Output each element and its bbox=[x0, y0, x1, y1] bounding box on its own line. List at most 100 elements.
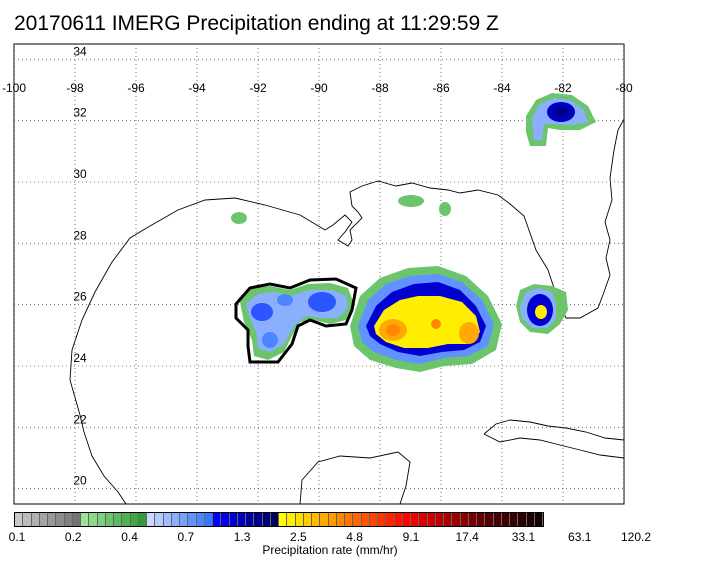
coastline-south bbox=[79, 414, 127, 504]
precip-cell-northeast bbox=[526, 93, 596, 146]
colorbar-swatch bbox=[39, 513, 48, 526]
colorbar-swatch bbox=[171, 513, 180, 526]
colorbar-swatch bbox=[72, 513, 81, 526]
colorbar-swatch bbox=[56, 513, 65, 526]
colorbar-swatch bbox=[122, 513, 131, 526]
colorbar-swatch bbox=[435, 513, 444, 526]
colorbar-tick-label: 0.7 bbox=[177, 530, 195, 544]
colorbar-swatch bbox=[336, 513, 345, 526]
colorbar-swatch bbox=[468, 513, 477, 526]
colorbar-swatch bbox=[369, 513, 378, 526]
colorbar-swatch bbox=[510, 513, 519, 526]
colorbar-tick-label: 4.8 bbox=[346, 530, 363, 544]
highlight-contour bbox=[234, 277, 358, 364]
cuba bbox=[483, 419, 624, 459]
colorbar-swatch bbox=[279, 513, 288, 526]
colorbar-tick-label: 120.2 bbox=[620, 530, 652, 544]
colorbar-title: Precipitation rate (mm/hr) bbox=[262, 543, 398, 557]
colorbar-swatch bbox=[254, 513, 263, 526]
colorbar-swatch bbox=[31, 513, 40, 526]
colorbar-tick-label: 0.2 bbox=[64, 530, 82, 544]
precipitation-map: -100 -98 -96 -94 -92 -90 -88 -86 -84 -82 -80 34323… bbox=[2, 43, 633, 505]
colorbar-swatch bbox=[15, 513, 24, 526]
yucatan bbox=[299, 451, 411, 504]
precip-cell-central bbox=[350, 266, 502, 372]
colorbar-swatch bbox=[518, 513, 527, 526]
colorbar-swatch bbox=[130, 513, 139, 526]
colorbar-swatch bbox=[477, 513, 486, 526]
precip-cell-east bbox=[516, 284, 568, 334]
lat-label: 32 bbox=[73, 106, 87, 120]
precip-cell-west bbox=[234, 277, 358, 364]
lat-label: 20 bbox=[73, 474, 87, 488]
lon-label: -90 bbox=[310, 81, 328, 95]
colorbar-tick-label: 1.3 bbox=[233, 530, 251, 544]
colorbar-swatch bbox=[23, 513, 32, 526]
coastline bbox=[69, 118, 624, 416]
colorbar-swatch bbox=[196, 513, 205, 526]
lat-label: 26 bbox=[73, 290, 87, 304]
colorbar-swatch bbox=[320, 513, 329, 526]
lon-label: -80 bbox=[615, 81, 633, 95]
colorbar-tick-label: 0.4 bbox=[121, 530, 138, 544]
colorbar-swatch bbox=[97, 513, 106, 526]
colorbar-tick-label: 33.1 bbox=[511, 530, 536, 544]
lat-label: 34 bbox=[73, 44, 87, 58]
colorbar-swatch bbox=[114, 513, 123, 526]
colorbar-swatch bbox=[188, 513, 197, 526]
lon-label: -84 bbox=[493, 81, 511, 95]
precip-cell-small-green bbox=[231, 195, 451, 224]
colorbar-swatch bbox=[295, 513, 304, 526]
colorbar-swatch bbox=[81, 513, 90, 526]
lat-label: 28 bbox=[73, 228, 87, 242]
lon-label: -82 bbox=[554, 81, 572, 95]
colorbar-swatch bbox=[303, 513, 312, 526]
colorbar-swatch bbox=[64, 513, 73, 526]
colorbar-swatch bbox=[534, 513, 543, 526]
latitude-labels: 34 32 30 28 26 24 22 20 bbox=[73, 44, 87, 487]
colorbar-swatch bbox=[402, 513, 411, 526]
lon-label: -98 bbox=[66, 81, 84, 95]
colorbar-swatch bbox=[345, 513, 354, 526]
colorbar-swatch bbox=[386, 513, 395, 526]
colorbar-swatch bbox=[427, 513, 436, 526]
longitude-labels: -100 -98 -96 -94 -92 -90 -88 -86 -84 -82 -80 bbox=[2, 81, 633, 95]
map-title: 20170611 IMERG Precipitation ending at 1… bbox=[14, 12, 499, 35]
lon-label: -86 bbox=[432, 81, 450, 95]
colorbar-tick-label: 9.1 bbox=[402, 530, 420, 544]
lon-label: -100 bbox=[2, 81, 26, 95]
colorbar-swatch bbox=[155, 513, 164, 526]
colorbar-swatch bbox=[361, 513, 370, 526]
colorbar-swatch bbox=[328, 513, 337, 526]
colorbar-swatch bbox=[460, 513, 469, 526]
colorbar-swatch bbox=[270, 513, 279, 526]
colorbar-swatch bbox=[419, 513, 428, 526]
colorbar-swatch bbox=[493, 513, 502, 526]
colorbar-swatch bbox=[89, 513, 98, 526]
lat-label: 22 bbox=[73, 412, 87, 426]
colorbar-swatch bbox=[353, 513, 362, 526]
colorbar-swatch bbox=[221, 513, 230, 526]
colorbar-swatch bbox=[287, 513, 296, 526]
colorbar-swatch bbox=[526, 513, 535, 526]
colorbar-swatch bbox=[105, 513, 114, 526]
colorbar-swatch bbox=[378, 513, 387, 526]
colorbar-swatch bbox=[312, 513, 321, 526]
lon-label: -96 bbox=[127, 81, 145, 95]
lon-label: -94 bbox=[188, 81, 206, 95]
colorbar-swatch bbox=[204, 513, 213, 526]
colorbar-swatch bbox=[485, 513, 494, 526]
colorbar-tick-label: 63.1 bbox=[568, 530, 592, 544]
colorbar-tick-label: 2.5 bbox=[290, 530, 307, 544]
lat-label: 24 bbox=[73, 351, 87, 365]
colorbar-tick-label: 17.4 bbox=[455, 530, 479, 544]
lat-label: 30 bbox=[73, 167, 87, 181]
colorbar-tick-label: 0.1 bbox=[8, 530, 26, 544]
lon-label: -88 bbox=[371, 81, 389, 95]
colorbar-swatch bbox=[501, 513, 510, 526]
colorbar-swatch bbox=[138, 513, 147, 526]
colorbar-swatch bbox=[147, 513, 156, 526]
colorbar-swatch bbox=[237, 513, 246, 526]
colorbar-swatch bbox=[411, 513, 420, 526]
colorbar-swatch bbox=[213, 513, 222, 526]
